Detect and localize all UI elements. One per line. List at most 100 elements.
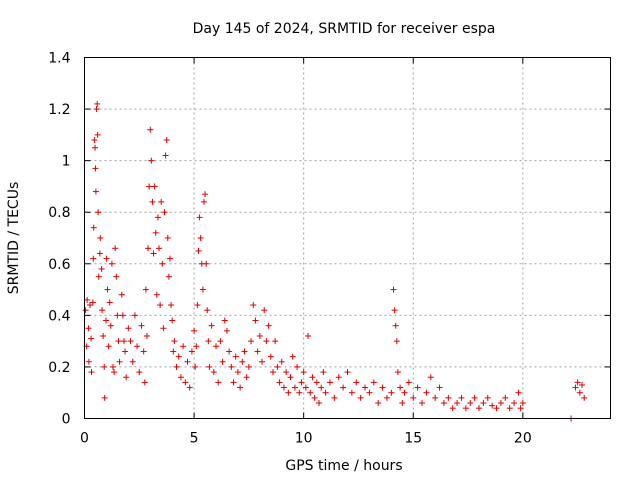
data-point	[157, 302, 164, 309]
data-point	[165, 273, 172, 280]
data-point	[149, 198, 156, 205]
data-point	[348, 389, 355, 396]
data-point	[393, 338, 400, 345]
data-point	[241, 348, 248, 355]
data-point	[261, 307, 268, 314]
data-point	[127, 338, 134, 345]
data-point	[239, 358, 246, 365]
y-tick-label: 0	[62, 412, 71, 428]
data-point	[467, 400, 474, 407]
data-point	[208, 322, 215, 329]
data-point	[366, 389, 373, 396]
data-point	[175, 353, 182, 360]
data-point	[99, 307, 106, 314]
data-point	[390, 286, 397, 293]
data-point	[160, 325, 167, 332]
data-point	[576, 389, 583, 396]
data-point	[166, 255, 173, 262]
data-point	[116, 358, 123, 365]
data-point	[90, 224, 97, 231]
data-point	[445, 394, 452, 401]
data-point	[88, 335, 95, 342]
plot-frame	[84, 57, 611, 419]
data-point	[449, 405, 456, 412]
data-point	[248, 338, 255, 345]
data-point	[427, 374, 434, 381]
data-point	[150, 250, 157, 257]
data-point	[186, 384, 193, 391]
data-point	[572, 384, 579, 391]
data-point	[440, 400, 447, 407]
data-point	[309, 374, 316, 381]
y-tick-label: 1.2	[48, 102, 70, 118]
data-point	[161, 209, 168, 216]
data-point	[85, 325, 92, 332]
data-point	[98, 265, 105, 272]
data-point	[131, 312, 138, 319]
data-point	[221, 317, 228, 324]
y-tick-label: 0.6	[48, 257, 70, 273]
data-point	[344, 369, 351, 376]
data-point	[269, 369, 276, 376]
data-point	[196, 214, 203, 221]
data-point	[169, 317, 176, 324]
data-point	[92, 165, 99, 172]
data-point	[105, 343, 112, 350]
x-axis-label: GPS time / hours	[285, 458, 402, 474]
x-tick-label: 20	[514, 431, 532, 447]
data-point	[145, 245, 152, 252]
data-point	[432, 394, 439, 401]
data-point	[197, 235, 204, 241]
data-point	[91, 137, 98, 144]
x-tick-label: 5	[190, 431, 199, 447]
data-point	[493, 405, 500, 412]
data-point	[353, 379, 360, 386]
data-point	[419, 400, 426, 407]
data-point	[515, 389, 522, 396]
data-point	[263, 338, 270, 345]
data-point	[129, 358, 136, 365]
data-point	[180, 343, 187, 350]
data-point	[101, 394, 108, 401]
data-point	[265, 322, 272, 329]
data-point	[300, 369, 307, 376]
data-point	[335, 374, 342, 381]
data-point	[134, 343, 141, 350]
data-point	[511, 400, 518, 407]
data-point	[142, 286, 149, 293]
axis-ticks	[84, 57, 611, 419]
data-point	[322, 389, 329, 396]
data-point	[84, 296, 91, 303]
data-point	[101, 363, 108, 370]
data-point	[316, 400, 323, 407]
data-point	[423, 389, 430, 396]
data-point	[267, 353, 274, 360]
data-point	[152, 229, 159, 236]
y-tick-label: 0.2	[48, 360, 70, 376]
data-point	[480, 400, 487, 407]
data-point	[517, 405, 524, 412]
y-axis-label: SRMTID / TECUs	[6, 182, 22, 295]
data-point	[320, 369, 327, 376]
data-point	[143, 332, 150, 339]
data-point	[97, 235, 104, 241]
data-point	[388, 389, 395, 396]
data-point	[215, 379, 222, 386]
data-point	[305, 332, 312, 339]
data-point	[184, 358, 191, 365]
data-point	[392, 322, 399, 329]
data-point	[405, 379, 412, 386]
data-point	[158, 198, 165, 205]
data-point	[311, 394, 318, 401]
data-point	[163, 137, 170, 144]
data-point	[399, 400, 406, 407]
data-point	[489, 402, 496, 409]
data-point	[106, 299, 113, 306]
y-tick-label: 1.4	[48, 51, 70, 67]
data-point	[136, 369, 143, 376]
data-point	[122, 348, 129, 355]
data-point	[154, 214, 161, 221]
data-point	[93, 106, 100, 113]
data-point	[256, 332, 263, 339]
